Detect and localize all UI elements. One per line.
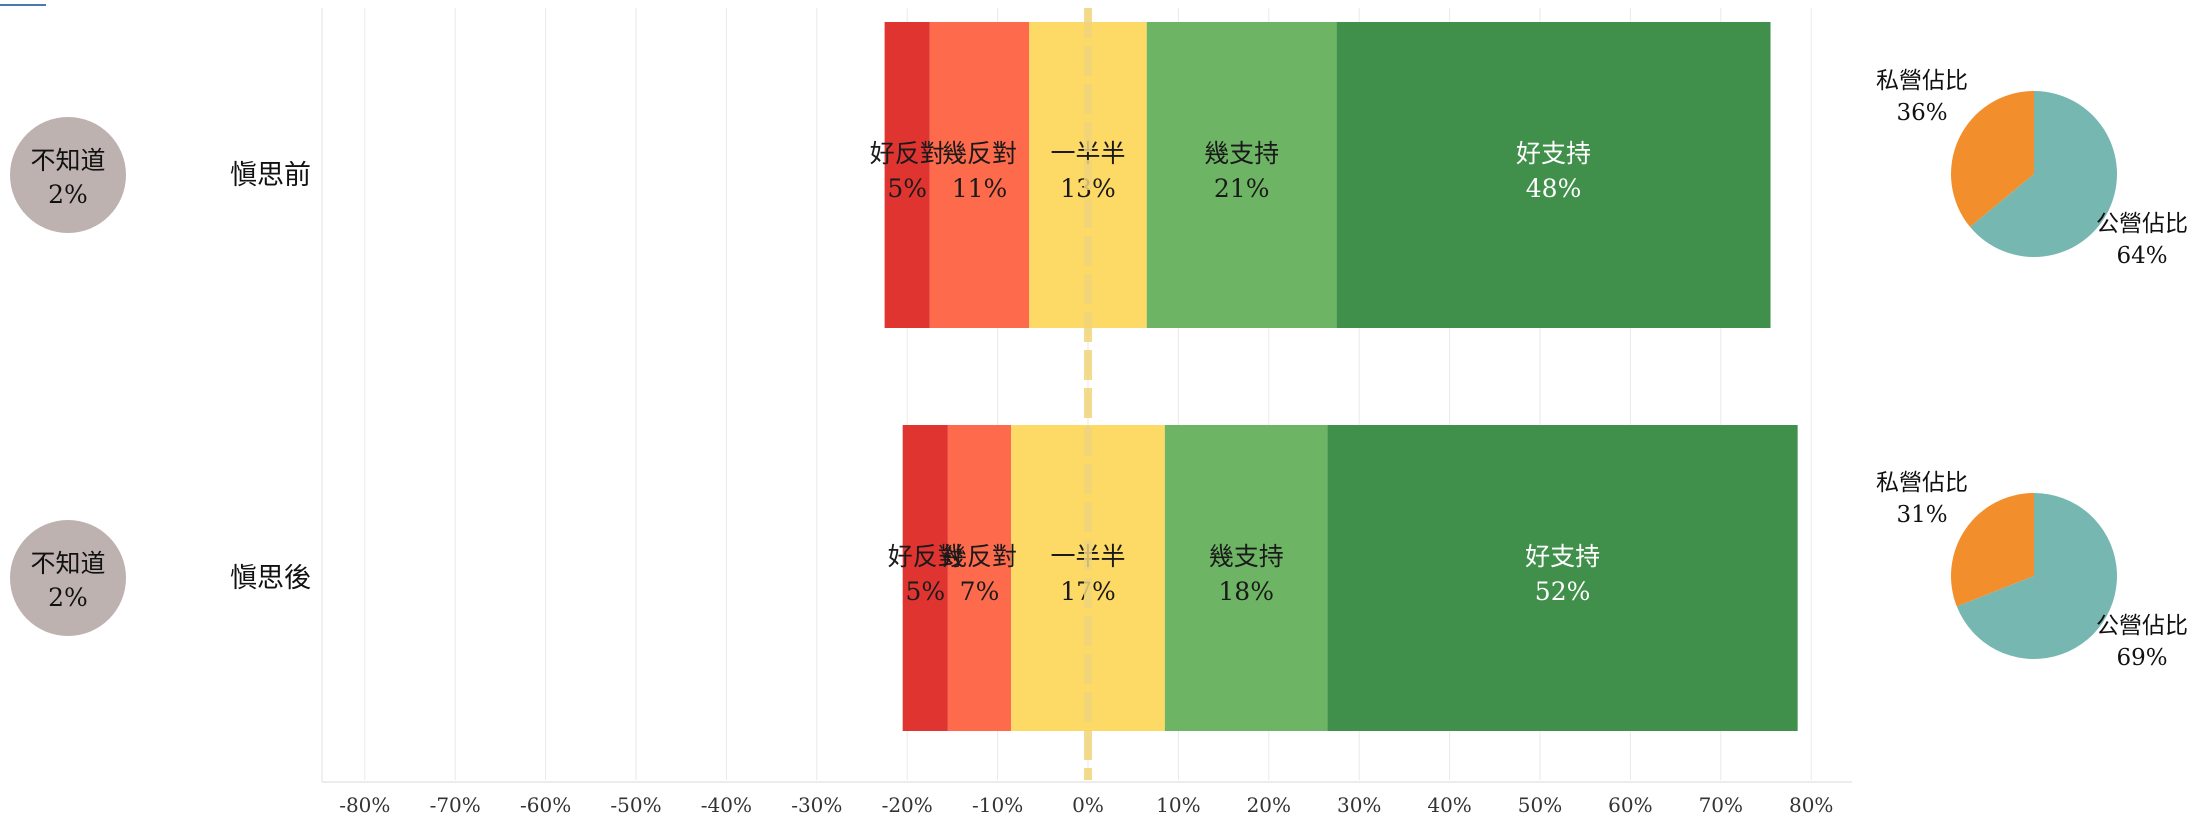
unknown-label: 不知道 [30, 549, 105, 578]
pie-value-public: 69% [2116, 645, 2167, 671]
bar-segment-oppose [947, 425, 1012, 731]
unknown-circles: 不知道 2% 不知道 2% [10, 117, 126, 636]
bar-data-label: 幾反對 7% [942, 542, 1017, 606]
x-axis: -80% -70% -60% -50% -40% -30% -20% -10% 0% 10% 20%… [339, 793, 1833, 817]
unknown-value: 2% [48, 180, 88, 209]
x-tick-label: -70% [430, 793, 481, 817]
bar-segment-strong-oppose [902, 425, 948, 731]
row-label: 愼思後 [230, 563, 311, 594]
bar-data-label: 好反對 5% [870, 139, 945, 203]
x-tick-label: -30% [791, 793, 842, 817]
x-tick-label: -20% [882, 793, 933, 817]
x-tick-label: 60% [1608, 793, 1652, 817]
pie-slice-private [1950, 91, 2034, 227]
bar-data-label: 幾反對 11% [942, 139, 1017, 203]
pie-label-public: 公營佔比 [2096, 211, 2188, 237]
bar-data-label: 好支持 52% [1525, 542, 1600, 606]
bar-segment-strong-support [1327, 425, 1798, 731]
x-tick-label: -60% [520, 793, 571, 817]
corner-mark [0, 4, 46, 6]
x-tick-label: 70% [1699, 793, 1743, 817]
x-tick-label: -40% [701, 793, 752, 817]
row-label: 愼思前 [230, 160, 311, 191]
bar-data-label: 好支持 48% [1516, 139, 1591, 203]
pie-slice-public [1970, 91, 2117, 257]
x-tick-label: 40% [1427, 793, 1471, 817]
bar-segment-strong-oppose [884, 22, 930, 328]
x-tick-label: 20% [1247, 793, 1291, 817]
x-tick-label: -80% [339, 793, 390, 817]
pie-value-private: 31% [1896, 502, 1947, 528]
bar-segment-strong-support [1336, 22, 1771, 328]
bar-segment-oppose [929, 22, 1030, 328]
x-tick-label: -10% [972, 793, 1023, 817]
pie-value-public: 64% [2116, 243, 2167, 269]
pie-slice-public [1956, 493, 2117, 659]
x-tick-label: 30% [1337, 793, 1381, 817]
pie-label-private: 私營佔比 [1876, 470, 1968, 496]
pie-label-private: 私營佔比 [1876, 68, 1968, 94]
x-tick-label: 0% [1072, 793, 1104, 817]
bar-segment-support [1146, 22, 1337, 328]
x-tick-label: 50% [1518, 793, 1562, 817]
stacked-bars: 好反對5%幾反對11%一半半13%幾支持21%好支持48%好反對5%幾反對7%一… [870, 8, 1798, 780]
bar-data-label: 幾支持 21% [1204, 139, 1279, 203]
unknown-value: 2% [48, 583, 88, 612]
bar-data-label: 幾支持 18% [1209, 542, 1284, 606]
pie-charts: 私營佔比 36% 公營佔比 64% 私營佔比 31% 公營佔比 69% [1876, 68, 2188, 671]
x-tick-label: -50% [610, 793, 661, 817]
pie-label-public: 公營佔比 [2096, 613, 2188, 639]
bar-data-label: 好反對 5% [888, 542, 963, 606]
x-tick-label: 10% [1156, 793, 1200, 817]
x-tick-label: 80% [1789, 793, 1833, 817]
bar-segment-support [1164, 425, 1328, 731]
pie-value-private: 36% [1896, 100, 1947, 126]
unknown-circle [10, 117, 126, 233]
pie-slice-private [1950, 493, 2034, 607]
unknown-label: 不知道 [30, 146, 105, 175]
unknown-circle [10, 520, 126, 636]
